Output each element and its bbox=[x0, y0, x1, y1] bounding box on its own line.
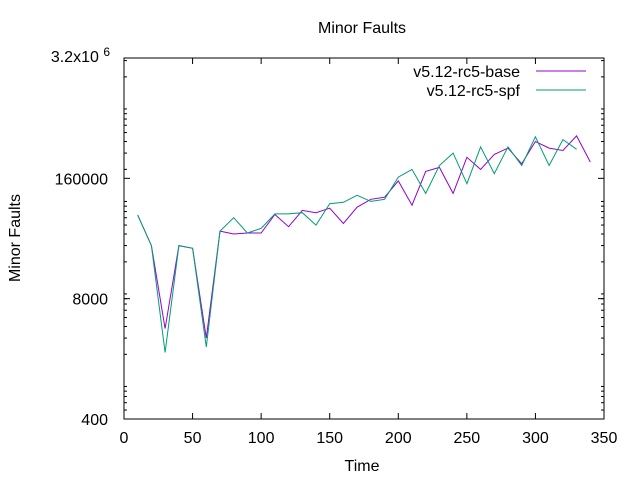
plot-border bbox=[123, 57, 605, 420]
legend-label-spf: v5.12-rc5-spf bbox=[427, 83, 521, 100]
axis-ticks: 0 50 100 150 200 250 300 350 400 8000 160000 3.2x10… bbox=[51, 45, 618, 447]
y-tick-label: 3.2x10 6 bbox=[51, 45, 110, 66]
x-tick-label: 50 bbox=[184, 430, 202, 447]
chart-title: Minor Faults bbox=[318, 20, 406, 37]
legend: v5.12-rc5-base v5.12-rc5-spf bbox=[413, 64, 586, 100]
y-tick-label: 8000 bbox=[72, 292, 108, 309]
x-tick-label: 250 bbox=[454, 430, 481, 447]
series-line-v5.12-rc5-spf bbox=[137, 135, 577, 353]
x-tick-label: 200 bbox=[385, 430, 412, 447]
y-tick-label: 160000 bbox=[55, 171, 108, 188]
x-tick-label: 0 bbox=[120, 430, 129, 447]
y-tick-label: 400 bbox=[81, 412, 108, 429]
series-line-v5.12-rc5-base bbox=[137, 135, 591, 339]
x-tick-label: 100 bbox=[248, 430, 275, 447]
series-lines bbox=[137, 135, 591, 353]
x-tick-label: 150 bbox=[316, 430, 343, 447]
legend-label-base: v5.12-rc5-base bbox=[413, 64, 520, 81]
x-axis-label: Time bbox=[345, 458, 380, 475]
x-tick-label: 300 bbox=[522, 430, 549, 447]
y-axis-label: Minor Faults bbox=[7, 194, 24, 282]
x-tick-label: 350 bbox=[591, 430, 618, 447]
